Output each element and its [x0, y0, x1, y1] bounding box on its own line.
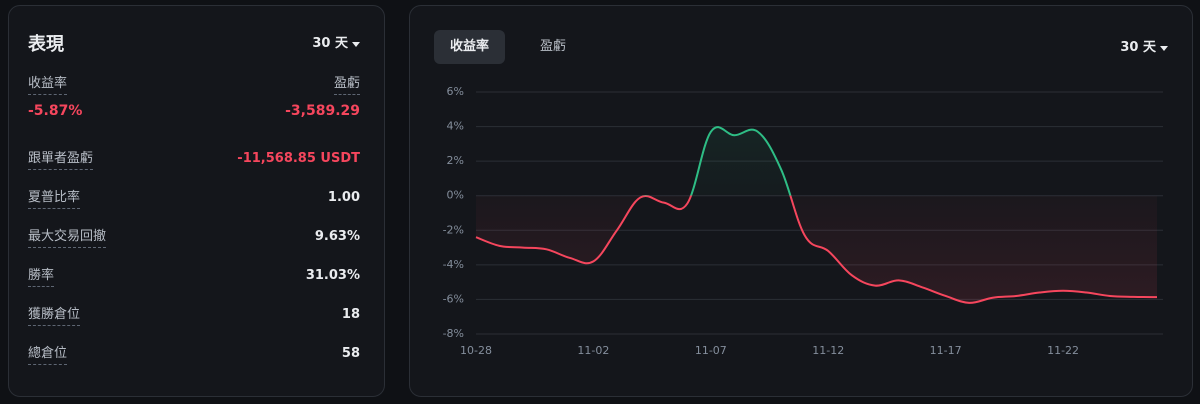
- metric-value: 18: [341, 307, 360, 322]
- y-tick-label: -6%: [443, 292, 464, 305]
- period-select[interactable]: 30 天: [312, 36, 348, 51]
- area-fill: [476, 127, 1157, 303]
- y-tick-label: -4%: [443, 258, 464, 271]
- y-tick-label: -8%: [443, 327, 464, 340]
- x-tick-label: 11-02: [577, 344, 609, 357]
- metric-value: -11,568.85 USDT: [237, 151, 360, 166]
- x-tick-label: 11-22: [1047, 344, 1079, 357]
- pnl-value: -3,589.29: [285, 103, 360, 119]
- metric-value: 31.03%: [305, 268, 360, 283]
- x-tick-label: 10-28: [460, 344, 492, 357]
- roi-label[interactable]: 收益率: [28, 76, 68, 95]
- roi-value: -5.87%: [28, 103, 83, 119]
- tab-active[interactable]: 收益率: [434, 30, 506, 64]
- period-select[interactable]: 30 天: [1120, 40, 1156, 55]
- x-tick-label: 11-17: [930, 344, 962, 357]
- y-tick-label: 2%: [447, 154, 464, 167]
- metric-label[interactable]: 總倉位: [28, 346, 68, 365]
- y-tick-label: -2%: [443, 223, 464, 236]
- metric-value: 1.00: [327, 190, 360, 205]
- line: [475, 126, 1158, 304]
- metric-label[interactable]: 獲勝倉位: [28, 307, 81, 326]
- caret-icon: [352, 42, 360, 47]
- y-tick-label: 6%: [447, 85, 464, 98]
- metric-label[interactable]: 勝率: [28, 268, 55, 287]
- caret-icon: [1160, 46, 1168, 51]
- panel-title: 表現: [28, 34, 64, 55]
- metric-label[interactable]: 最大交易回撤: [28, 229, 107, 248]
- x-tick-label: 11-12: [812, 344, 844, 357]
- x-tick-label: 11-07: [695, 344, 727, 357]
- y-tick-label: 0%: [447, 189, 464, 202]
- pnl-label[interactable]: 盈虧: [333, 76, 360, 95]
- metric-value: 9.63%: [314, 229, 360, 244]
- y-tick-label: 4%: [447, 120, 464, 133]
- metric-label[interactable]: 跟單者盈虧: [28, 151, 94, 170]
- tab[interactable]: 盈虧: [540, 39, 567, 54]
- performance-panel: 表現 30 天 收益率 盈虧 -5.87% -3,589.29 跟單者盈虧 -11…: [8, 5, 385, 397]
- metric-label[interactable]: 夏普比率: [28, 190, 81, 209]
- metric-value: 58: [341, 346, 360, 361]
